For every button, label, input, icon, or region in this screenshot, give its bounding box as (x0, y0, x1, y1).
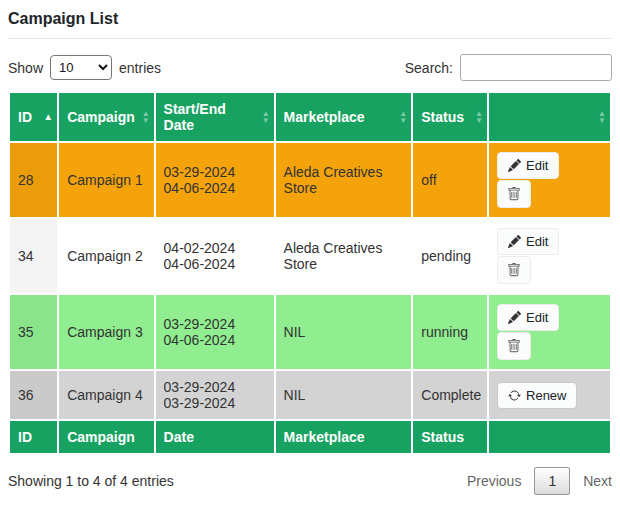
action-button-label: Edit (526, 158, 548, 173)
pencil-icon (508, 159, 521, 172)
sort-both-icon: ▲▼ (262, 110, 270, 124)
table-header: ID ▲ Campaign ▲▼ Start/End Date ▲▼ Marke… (10, 93, 610, 141)
footer-header-id: ID (10, 421, 57, 453)
column-header-actions[interactable]: ▲▼ (489, 93, 610, 141)
date-line: 04-06-2024 (164, 332, 236, 348)
cell-campaign: Campaign 1 (59, 143, 153, 217)
action-line (497, 332, 602, 360)
pencil-icon (508, 235, 521, 248)
footer-header-actions (489, 421, 610, 453)
delete-button[interactable] (497, 256, 531, 284)
table-row: 34Campaign 204-02-202404-06-2024Aleda Cr… (10, 219, 610, 293)
sort-both-icon: ▲▼ (475, 110, 483, 124)
column-header-dates[interactable]: Start/End Date ▲▼ (156, 93, 274, 141)
cell-actions: Renew (489, 371, 610, 419)
refresh-icon (508, 389, 521, 402)
footer-header-marketplace: Marketplace (276, 421, 412, 453)
action-button-label: Renew (526, 388, 566, 403)
title-divider (8, 38, 612, 39)
action-line: Edit (497, 152, 602, 179)
action-line: Edit (497, 304, 602, 331)
cell-dates: 04-02-202404-06-2024 (156, 219, 274, 293)
entries-label: entries (119, 60, 161, 76)
sort-both-icon: ▲▼ (598, 110, 606, 124)
date-line: 04-06-2024 (164, 256, 236, 272)
delete-button[interactable] (497, 332, 531, 360)
sort-asc-icon: ▲ (43, 112, 53, 122)
cell-id: 36 (10, 371, 57, 419)
trash-icon (507, 339, 521, 353)
showing-entries-info: Showing 1 to 4 of 4 entries (8, 473, 174, 489)
cell-dates: 03-29-202404-06-2024 (156, 295, 274, 369)
cell-dates: 03-29-202403-29-2024 (156, 371, 274, 419)
action-line: Renew (497, 382, 602, 409)
date-line: 04-02-2024 (164, 240, 236, 256)
cell-marketplace: Aleda Creatives Store (276, 143, 412, 217)
column-header-campaign[interactable]: Campaign ▲▼ (59, 93, 153, 141)
show-label: Show (8, 60, 43, 76)
cell-actions: Edit (489, 143, 610, 217)
action-button-label: Edit (526, 234, 548, 249)
date-line: 03-29-2024 (164, 316, 236, 332)
pagination: Previous 1 Next (467, 467, 612, 495)
cell-id: 28 (10, 143, 57, 217)
table-body: 28Campaign 103-29-202404-06-2024Aleda Cr… (10, 143, 610, 419)
page-length-select[interactable]: 10 (50, 55, 112, 80)
edit-button[interactable]: Edit (497, 304, 559, 331)
table-row: 28Campaign 103-29-202404-06-2024Aleda Cr… (10, 143, 610, 217)
next-page-button[interactable]: Next (583, 473, 612, 489)
edit-button[interactable]: Edit (497, 228, 559, 255)
cell-status: running (413, 295, 487, 369)
cell-dates: 03-29-202404-06-2024 (156, 143, 274, 217)
sort-both-icon: ▲▼ (142, 110, 150, 124)
cell-marketplace: NIL (276, 371, 412, 419)
cell-actions: Edit (489, 219, 610, 293)
edit-button[interactable]: Edit (497, 152, 559, 179)
page-title: Campaign List (8, 10, 612, 28)
table-footer: ID Campaign Date Marketplace Status (10, 421, 610, 453)
pencil-icon (508, 311, 521, 324)
page-number-button[interactable]: 1 (534, 467, 570, 495)
cell-status: off (413, 143, 487, 217)
cell-actions: Edit (489, 295, 610, 369)
cell-marketplace: NIL (276, 295, 412, 369)
trash-icon (507, 263, 521, 277)
column-header-marketplace[interactable]: Marketplace ▲▼ (276, 93, 412, 141)
date-line: 03-29-2024 (164, 395, 236, 411)
date-line: 03-29-2024 (164, 379, 236, 395)
action-button-label: Edit (526, 310, 548, 325)
action-line (497, 180, 602, 208)
date-line: 03-29-2024 (164, 164, 236, 180)
footer-header-date: Date (156, 421, 274, 453)
cell-campaign: Campaign 3 (59, 295, 153, 369)
footer-header-status: Status (413, 421, 487, 453)
search-input[interactable] (460, 54, 612, 81)
footer-header-campaign: Campaign (59, 421, 153, 453)
cell-campaign: Campaign 4 (59, 371, 153, 419)
sort-both-icon: ▲▼ (399, 110, 407, 124)
table-row: 36Campaign 403-29-202403-29-2024NILCompl… (10, 371, 610, 419)
cell-id: 35 (10, 295, 57, 369)
table-info-bar: Showing 1 to 4 of 4 entries Previous 1 N… (8, 467, 612, 495)
cell-marketplace: Aleda Creatives Store (276, 219, 412, 293)
cell-campaign: Campaign 2 (59, 219, 153, 293)
renew-button[interactable]: Renew (497, 382, 577, 409)
action-line (497, 256, 602, 284)
date-line: 04-06-2024 (164, 180, 236, 196)
column-header-id[interactable]: ID ▲ (10, 93, 57, 141)
table-row: 35Campaign 303-29-202404-06-2024NILrunni… (10, 295, 610, 369)
trash-icon (507, 187, 521, 201)
column-header-status[interactable]: Status ▲▼ (413, 93, 487, 141)
search-label: Search: (405, 60, 453, 76)
cell-status: Complete (413, 371, 487, 419)
page-length-control: Show 10 entries (8, 55, 161, 80)
delete-button[interactable] (497, 180, 531, 208)
cell-status: pending (413, 219, 487, 293)
campaign-table: ID ▲ Campaign ▲▼ Start/End Date ▲▼ Marke… (8, 91, 612, 455)
table-controls: Show 10 entries Search: (8, 54, 612, 81)
previous-page-button[interactable]: Previous (467, 473, 521, 489)
cell-id: 34 (10, 219, 57, 293)
search-control: Search: (405, 54, 612, 81)
action-line: Edit (497, 228, 602, 255)
